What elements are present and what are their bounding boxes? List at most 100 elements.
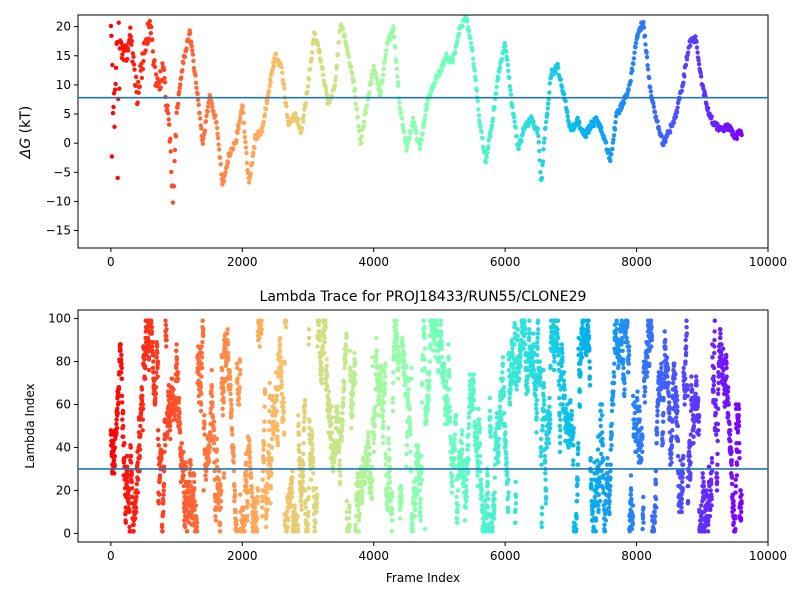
lambda-point bbox=[202, 432, 207, 437]
lambda-point bbox=[427, 359, 432, 364]
lambda-point bbox=[279, 374, 284, 379]
lambda-point bbox=[534, 430, 539, 435]
lambda-point bbox=[382, 391, 387, 396]
lambda-point bbox=[446, 370, 452, 375]
lambda-point bbox=[236, 395, 242, 401]
lambda-point bbox=[396, 365, 401, 371]
free-energy-point bbox=[317, 50, 322, 55]
y-tick-label: −10 bbox=[46, 194, 71, 208]
free-energy-point bbox=[251, 150, 256, 155]
free-energy-point bbox=[109, 33, 114, 38]
lambda-point bbox=[419, 453, 424, 459]
lambda-point bbox=[216, 468, 222, 474]
top-y-axis-label-unit: (kT) bbox=[18, 106, 34, 138]
lambda-point bbox=[485, 496, 491, 502]
free-energy-point bbox=[117, 86, 122, 91]
lambda-point bbox=[445, 398, 451, 403]
lambda-point bbox=[372, 423, 377, 429]
lambda-point bbox=[471, 378, 476, 384]
lambda-point bbox=[235, 380, 240, 386]
free-energy-point bbox=[404, 148, 409, 153]
lambda-point bbox=[340, 400, 346, 405]
lambda-point bbox=[302, 398, 308, 403]
lambda-point bbox=[123, 520, 128, 525]
lambda-point bbox=[533, 402, 539, 407]
lambda-point bbox=[586, 335, 592, 341]
lambda-point bbox=[314, 486, 319, 491]
free-energy-point bbox=[110, 62, 115, 68]
free-energy-point bbox=[158, 85, 163, 90]
free-energy-point bbox=[608, 158, 613, 164]
free-energy-point bbox=[285, 114, 290, 120]
lambda-point bbox=[193, 503, 199, 508]
lambda-point bbox=[323, 325, 328, 330]
lambda-point bbox=[466, 421, 472, 427]
free-energy-point bbox=[149, 24, 154, 30]
free-energy-point bbox=[359, 134, 364, 139]
lambda-point bbox=[368, 483, 374, 489]
lambda-point bbox=[395, 376, 401, 381]
y-tick-label: 15 bbox=[56, 49, 71, 63]
free-energy-point bbox=[139, 75, 145, 81]
free-energy-point bbox=[603, 140, 609, 145]
lambda-point bbox=[427, 370, 432, 375]
lambda-point bbox=[188, 483, 193, 489]
free-energy-point bbox=[609, 152, 614, 157]
lambda-point bbox=[587, 383, 593, 388]
free-energy-point bbox=[320, 66, 325, 72]
lambda-point bbox=[223, 346, 228, 351]
free-energy-point bbox=[128, 34, 133, 39]
lambda-point bbox=[477, 425, 483, 431]
lambda-point bbox=[181, 473, 186, 478]
lambda-point bbox=[380, 423, 386, 429]
free-energy-point bbox=[545, 106, 550, 111]
lambda-point bbox=[552, 359, 557, 364]
lambda-point bbox=[138, 432, 143, 437]
lambda-point bbox=[506, 494, 511, 500]
free-energy-point bbox=[266, 88, 272, 94]
lambda-point bbox=[242, 522, 247, 527]
lambda-point bbox=[578, 372, 583, 377]
free-energy-point bbox=[174, 110, 179, 115]
lambda-point bbox=[229, 408, 234, 414]
lambda-point bbox=[281, 395, 286, 401]
lambda-point bbox=[153, 395, 158, 401]
free-energy-point bbox=[125, 56, 130, 62]
lambda-point bbox=[143, 376, 148, 381]
lambda-point bbox=[153, 400, 158, 405]
lambda-point bbox=[353, 372, 358, 377]
lambda-point bbox=[403, 363, 409, 369]
lambda-point bbox=[314, 496, 320, 502]
lambda-point bbox=[134, 494, 139, 500]
lambda-point bbox=[598, 423, 603, 429]
free-energy-point bbox=[116, 20, 121, 25]
lambda-point bbox=[521, 346, 526, 351]
lambda-point bbox=[400, 337, 405, 343]
lambda-point bbox=[575, 451, 581, 457]
lambda-point bbox=[400, 344, 406, 349]
lambda-point bbox=[602, 522, 607, 527]
lambda-point bbox=[177, 410, 182, 416]
free-energy-point bbox=[378, 88, 384, 94]
lambda-point bbox=[244, 479, 249, 485]
lambda-point bbox=[464, 477, 469, 482]
lambda-point bbox=[339, 434, 344, 439]
lambda-point bbox=[163, 322, 169, 328]
lambda-point bbox=[245, 501, 250, 506]
lambda-point bbox=[156, 443, 161, 448]
lambda-point bbox=[257, 335, 262, 341]
free-energy-point bbox=[586, 130, 591, 135]
free-energy-point bbox=[683, 62, 689, 68]
lambda-point bbox=[192, 479, 197, 485]
free-energy-point bbox=[189, 44, 194, 49]
lambda-point bbox=[183, 464, 189, 469]
free-energy-point bbox=[213, 113, 218, 118]
lambda-point bbox=[171, 387, 176, 392]
free-energy-point bbox=[324, 92, 330, 98]
lambda-point bbox=[176, 400, 181, 405]
lambda-point bbox=[466, 458, 471, 463]
free-energy-point bbox=[480, 136, 485, 141]
free-energy-point bbox=[394, 66, 399, 72]
lambda-point bbox=[477, 453, 483, 459]
lambda-point bbox=[351, 376, 357, 381]
